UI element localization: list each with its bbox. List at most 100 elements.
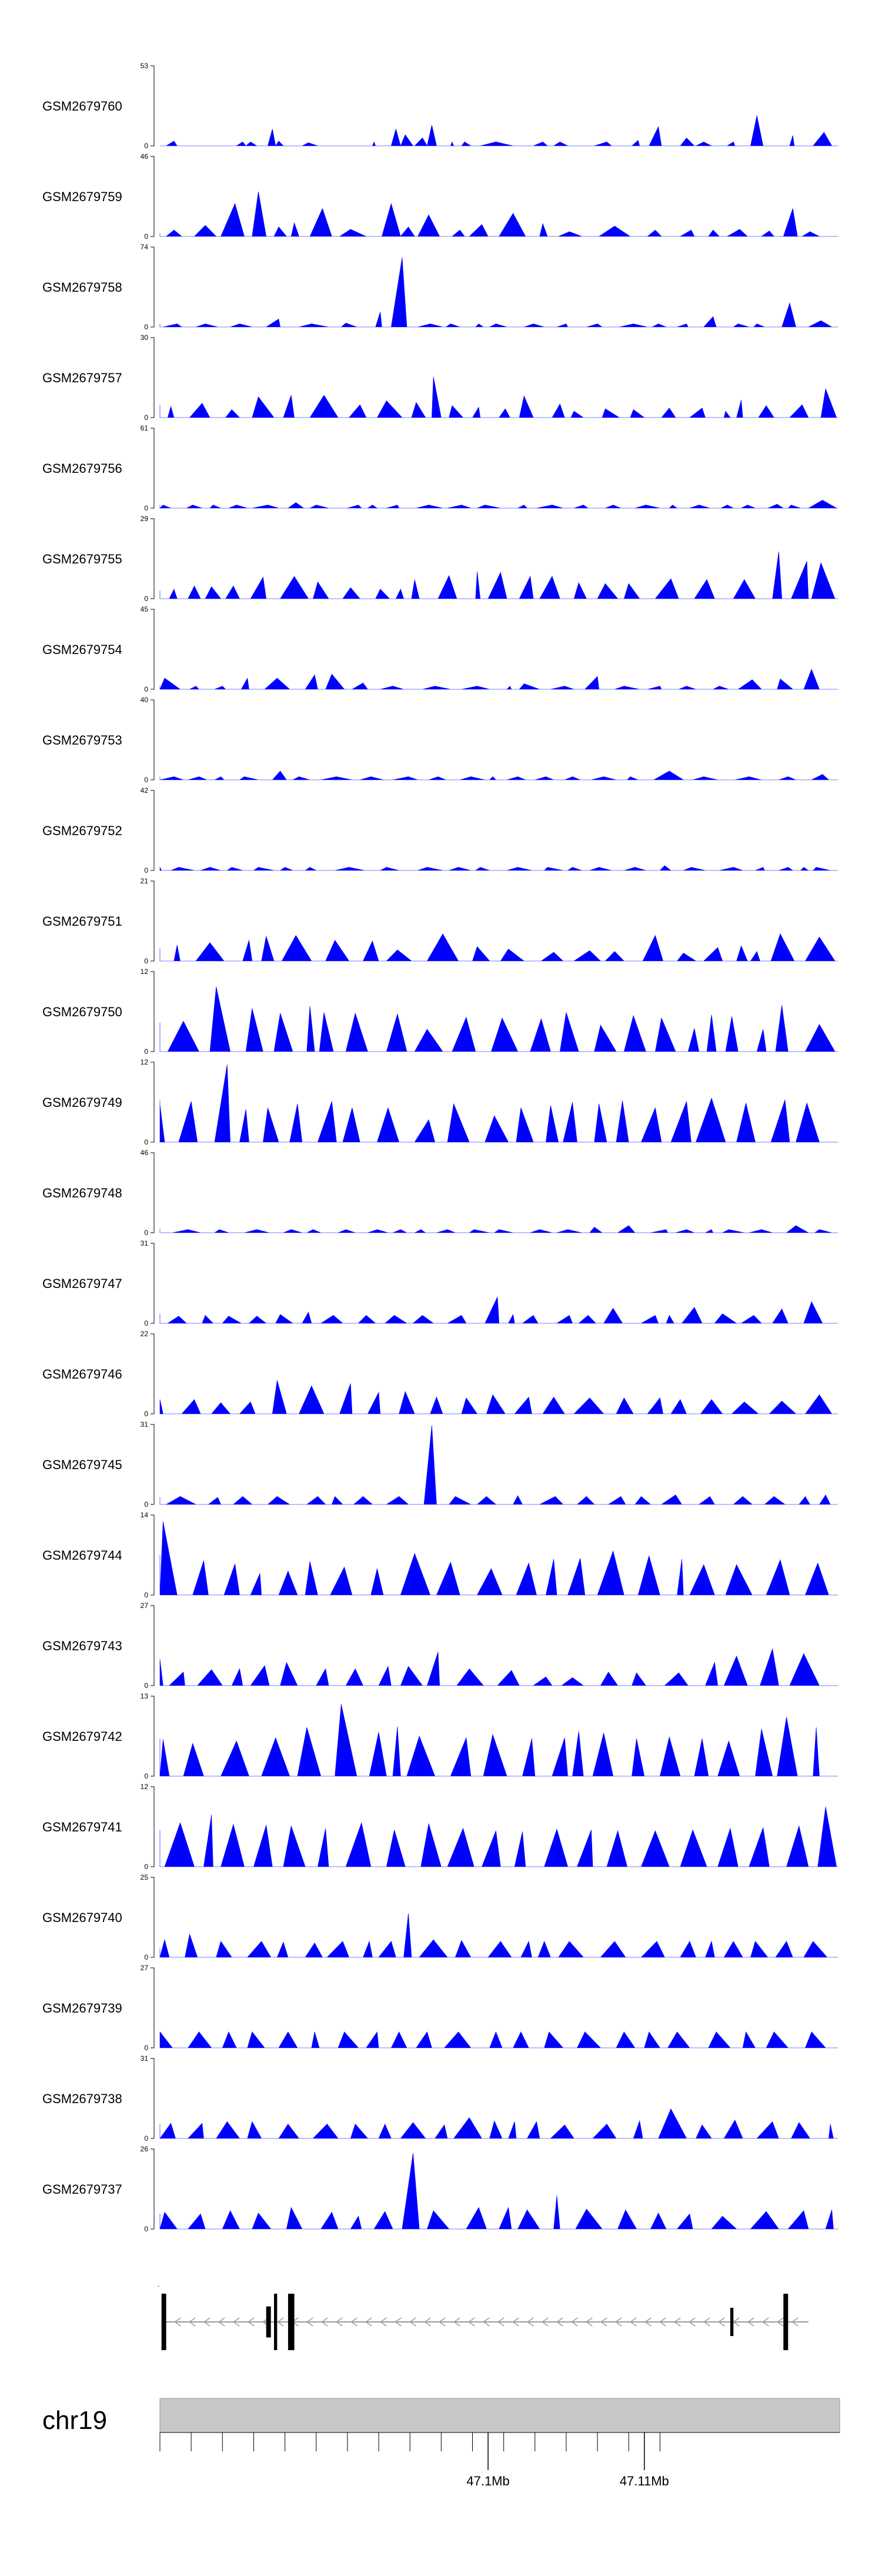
y-min-label: 0	[144, 2044, 148, 2052]
y-min-label: 0	[144, 685, 148, 693]
signal-area	[159, 2108, 838, 2139]
signal-area	[159, 1225, 838, 1233]
y-max-label: 46	[141, 152, 149, 161]
y-axis	[151, 1605, 155, 1686]
y-axis	[151, 1243, 155, 1324]
track-GSM2679754: GSM2679754 45 0	[42, 605, 838, 693]
y-min-label: 0	[144, 504, 148, 512]
y-min-label: 0	[144, 1229, 148, 1237]
signal-area	[159, 191, 838, 237]
signal-area	[159, 2031, 838, 2048]
track-label: GSM2679758	[42, 280, 122, 295]
track-label: GSM2679753	[42, 733, 122, 748]
y-min-label: 0	[144, 957, 148, 965]
y-min-label: 0	[144, 1953, 148, 1961]
y-max-label: 12	[141, 1058, 149, 1066]
signal-area	[159, 986, 838, 1052]
y-axis	[151, 790, 155, 871]
strand-arrow	[571, 2317, 578, 2327]
signal-area	[159, 1521, 838, 1596]
track-GSM2679746: GSM2679746 22 0	[42, 1330, 838, 1418]
signal-area	[159, 1380, 838, 1414]
strand-arrow	[439, 2317, 446, 2327]
signal-area	[159, 1065, 838, 1143]
strand-arrow	[586, 2317, 593, 2327]
signal-area	[159, 1806, 838, 1867]
strand-arrow	[483, 2317, 490, 2327]
track-GSM2679745: GSM2679745 31 0	[42, 1420, 838, 1509]
exon-block	[161, 2294, 166, 2350]
strand-arrow	[380, 2317, 387, 2327]
strand-arrow	[791, 2317, 799, 2327]
track-label: GSM2679746	[42, 1367, 122, 1382]
y-min-label: 0	[144, 776, 148, 784]
strand-arrow	[777, 2317, 784, 2327]
y-axis	[151, 1877, 155, 1958]
y-min-label: 0	[144, 1772, 148, 1780]
y-axis	[151, 880, 155, 962]
track-GSM2679747: GSM2679747 31 0	[42, 1239, 838, 1327]
track-label: GSM2679757	[42, 371, 122, 385]
coordinate-label: 47.11Mb	[620, 2474, 669, 2488]
y-max-label: 26	[141, 2145, 149, 2153]
y-max-label: 13	[141, 1692, 149, 1700]
strand-arrow	[409, 2317, 416, 2327]
track-GSM2679744: GSM2679744 14 0	[42, 1511, 838, 1599]
exon-block	[730, 2308, 734, 2336]
signal-area	[159, 257, 838, 328]
y-axis	[151, 1786, 155, 1867]
track-GSM2679751: GSM2679751 21 0	[42, 877, 838, 965]
y-axis	[151, 1062, 155, 1143]
track-label: GSM2679756	[42, 461, 122, 476]
y-axis	[151, 1514, 155, 1596]
y-axis	[151, 246, 155, 328]
track-GSM2679752: GSM2679752 42 0	[42, 786, 838, 875]
exon-block	[783, 2294, 789, 2350]
signal-area	[159, 1296, 838, 1324]
track-GSM2679755: GSM2679755 29 0	[42, 515, 838, 603]
exon-block	[273, 2294, 278, 2350]
track-label: GSM2679743	[42, 1639, 122, 1653]
track-GSM2679759: GSM2679759 46 0	[42, 152, 838, 241]
strand-arrow	[644, 2317, 652, 2327]
strand-arrow	[424, 2317, 431, 2327]
strand-arrow	[395, 2317, 402, 2327]
track-GSM2679756: GSM2679756 61 0	[42, 424, 838, 512]
y-axis	[151, 1967, 155, 2048]
y-min-label: 0	[144, 1319, 148, 1327]
y-axis	[151, 699, 155, 780]
y-min-label: 0	[144, 2225, 148, 2233]
y-max-label: 12	[141, 967, 149, 976]
chromosome-label: chr19	[42, 2406, 107, 2435]
y-max-label: 27	[141, 1964, 149, 1972]
signal-area	[159, 770, 838, 780]
y-max-label: 45	[141, 605, 149, 613]
y-axis	[151, 609, 155, 690]
track-GSM2679749: GSM2679749 12 0	[42, 1058, 838, 1146]
track-label: GSM2679742	[42, 1729, 122, 1744]
ideogram-track: chr19 47.1Mb 47.11Mb	[42, 2398, 840, 2488]
track-GSM2679748: GSM2679748 46 0	[42, 1149, 838, 1237]
track-label: GSM2679740	[42, 1910, 122, 1925]
y-axis	[151, 2148, 155, 2230]
y-axis	[151, 518, 155, 599]
y-max-label: 40	[141, 696, 149, 704]
y-axis	[151, 65, 155, 146]
strand-arrow	[556, 2317, 563, 2327]
y-min-label: 0	[144, 232, 148, 241]
y-min-label: 0	[144, 1410, 148, 1418]
coordinate-label: 47.1Mb	[466, 2474, 509, 2488]
y-max-label: 42	[141, 786, 149, 795]
track-label: GSM2679747	[42, 1276, 122, 1291]
track-label: GSM2679745	[42, 1457, 122, 1472]
y-max-label: 25	[141, 1873, 149, 1881]
y-max-label: 12	[141, 1783, 149, 1791]
y-min-label: 0	[144, 1500, 148, 1509]
track-GSM2679739: GSM2679739 27 0	[42, 1964, 838, 2052]
strand-arrow	[512, 2317, 519, 2327]
y-axis	[151, 428, 155, 509]
strand-marker: .	[158, 2280, 159, 2288]
track-label: GSM2679754	[42, 642, 122, 657]
y-axis	[151, 1333, 155, 1414]
strand-arrow	[630, 2317, 637, 2327]
